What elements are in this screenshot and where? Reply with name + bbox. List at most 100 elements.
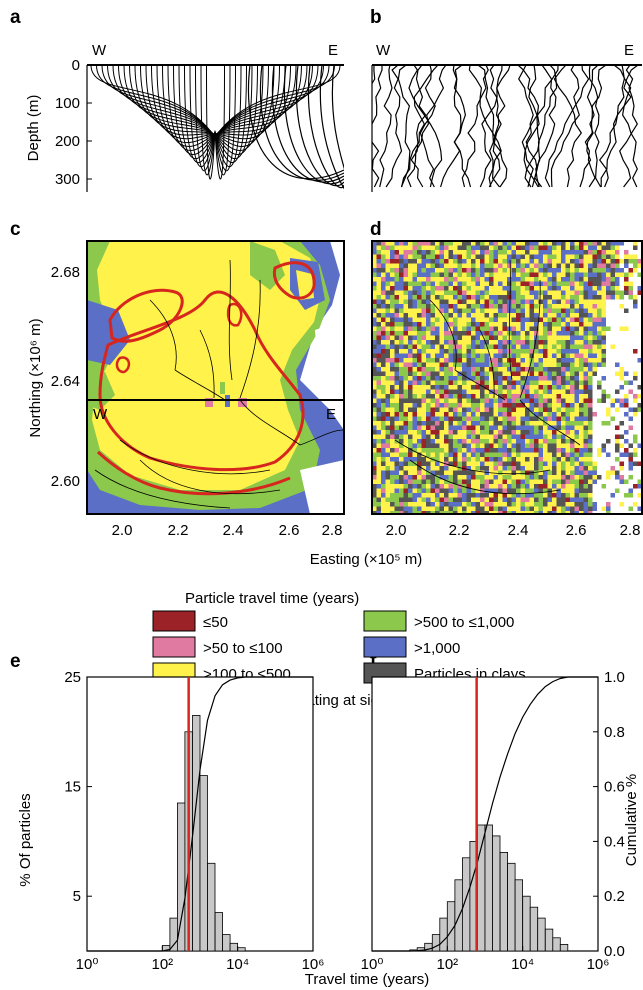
map-cell (444, 425, 449, 431)
map-cell (588, 380, 593, 386)
map-cell (529, 268, 535, 273)
map-cell (430, 412, 436, 417)
map-cell (376, 439, 382, 444)
map-cell (552, 394, 557, 399)
map-cell (412, 376, 418, 381)
map-cell (574, 502, 580, 507)
map-cell (538, 263, 544, 269)
map-cell (471, 358, 476, 363)
map-cell (489, 322, 494, 327)
map-cell (543, 304, 548, 309)
map-cell (516, 448, 521, 453)
map-cell (606, 259, 611, 264)
map-cell (619, 439, 625, 444)
map-cell (408, 326, 413, 332)
map-cell (637, 322, 642, 327)
map-cell (538, 259, 544, 264)
map-cell (399, 394, 404, 399)
map-cell (489, 295, 494, 300)
map-cell (565, 263, 571, 269)
map-cell (408, 290, 413, 296)
map-cell (592, 371, 598, 377)
map-cell (520, 268, 526, 273)
map-cell (453, 398, 458, 404)
map-cell (381, 466, 386, 471)
map-cell (615, 502, 620, 507)
map-cell (511, 349, 517, 354)
map-cell (516, 497, 521, 503)
map-cell (516, 299, 521, 305)
map-cell (637, 241, 642, 246)
map-cell (516, 457, 521, 462)
flowline-b (479, 65, 503, 188)
map-cell (462, 259, 467, 264)
map-cell (579, 502, 584, 507)
map-cell (462, 268, 467, 273)
easting-tick-c-28: 2.8 (322, 522, 343, 539)
map-cell (381, 475, 386, 480)
map-cell (435, 263, 440, 269)
map-cell (588, 466, 593, 471)
map-cell (475, 272, 481, 278)
map-cell (624, 443, 629, 449)
map-cell (448, 304, 454, 309)
map-cell (390, 461, 395, 467)
map-cell (408, 479, 413, 485)
map-cell (637, 479, 642, 485)
map-cell (457, 353, 463, 359)
map-cell (457, 479, 463, 485)
map-cell (516, 286, 521, 291)
map-cell (561, 389, 566, 395)
map-cell (597, 416, 602, 422)
map-cell (637, 389, 642, 395)
map-cell (511, 358, 517, 363)
map-cell (385, 304, 391, 309)
map-cell (552, 326, 557, 332)
map-cell (466, 511, 472, 514)
map-cell (502, 448, 508, 453)
map-cell (619, 421, 625, 426)
map-cell (453, 380, 458, 386)
map-cell (421, 331, 427, 336)
map-cell (417, 335, 422, 341)
map-cell (610, 466, 616, 471)
map-cell (619, 317, 625, 323)
map-cell (592, 286, 598, 291)
map-cell (583, 245, 589, 251)
map-cell (619, 326, 625, 332)
map-cell (439, 308, 445, 314)
map-cell (426, 322, 431, 327)
map-cell (606, 470, 611, 476)
map-cell (565, 439, 571, 444)
map-cell (525, 349, 530, 354)
map-cell (466, 407, 472, 413)
map-cell (484, 511, 490, 514)
map-cell (439, 457, 445, 462)
map-cell (547, 380, 553, 386)
map-cell (588, 412, 593, 417)
map-cell (610, 349, 616, 354)
map-cell (619, 407, 625, 413)
map-cell (385, 299, 391, 305)
map-cell (516, 488, 521, 494)
map-cell (462, 439, 467, 444)
hist-bar (552, 937, 561, 952)
map-cell (466, 412, 472, 417)
flowline-a (214, 65, 247, 163)
map-cell (534, 457, 539, 462)
map-cell (493, 277, 499, 282)
map-cell (480, 403, 485, 408)
map-cell (507, 380, 512, 386)
map-cell (556, 407, 562, 413)
map-cell (570, 443, 575, 449)
map-cell (574, 511, 580, 514)
map-cell (511, 286, 517, 291)
map-cell (394, 506, 400, 512)
panel-letter-d: d (370, 219, 382, 240)
map-cell (565, 475, 571, 480)
map-cell (498, 421, 503, 426)
map-cell (574, 439, 580, 444)
map-cell (430, 308, 436, 314)
map-cell (610, 475, 616, 480)
map-cell (475, 376, 481, 381)
